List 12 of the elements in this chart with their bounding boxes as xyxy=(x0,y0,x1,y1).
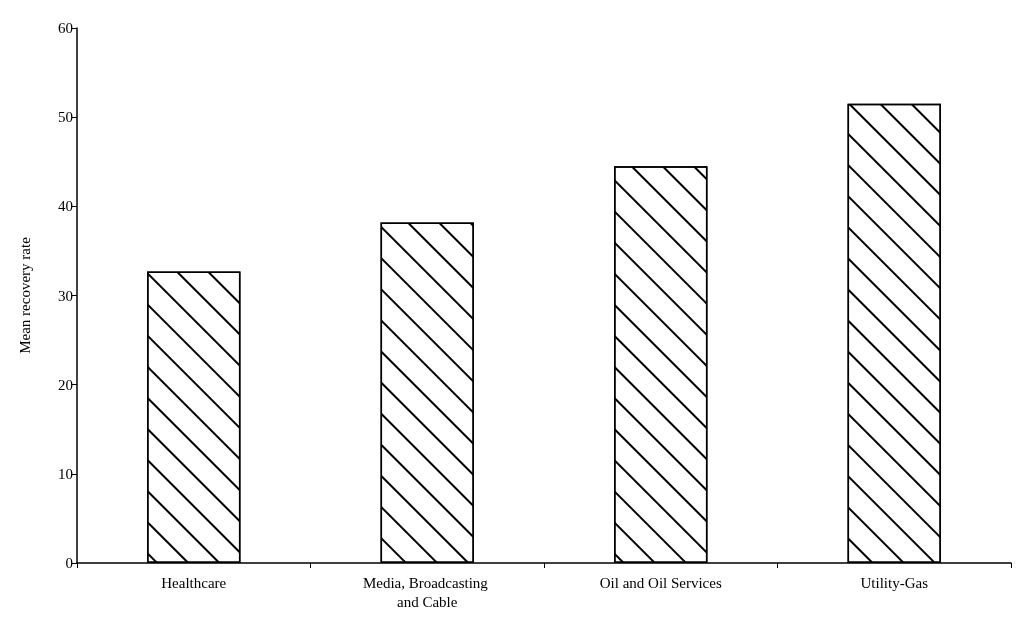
y-tick-label: 20 xyxy=(58,376,73,393)
x-tick-label: Media, Broadcasting and Cable xyxy=(362,574,492,610)
y-tick-label: 40 xyxy=(58,198,73,215)
y-tick-label: 10 xyxy=(58,465,73,482)
y-tick-label: 50 xyxy=(58,109,73,126)
y-tick-label: 30 xyxy=(58,287,73,304)
y-tick-label: 60 xyxy=(58,20,73,36)
y-axis-title: Mean recovery rate xyxy=(16,236,33,354)
y-tick-label: 0 xyxy=(65,555,73,571)
x-tick-label: Utility-Gas xyxy=(860,574,929,591)
x-tick-label: Healthcare xyxy=(161,574,227,591)
x-tick-label: Oil and Oil Services xyxy=(599,574,722,591)
